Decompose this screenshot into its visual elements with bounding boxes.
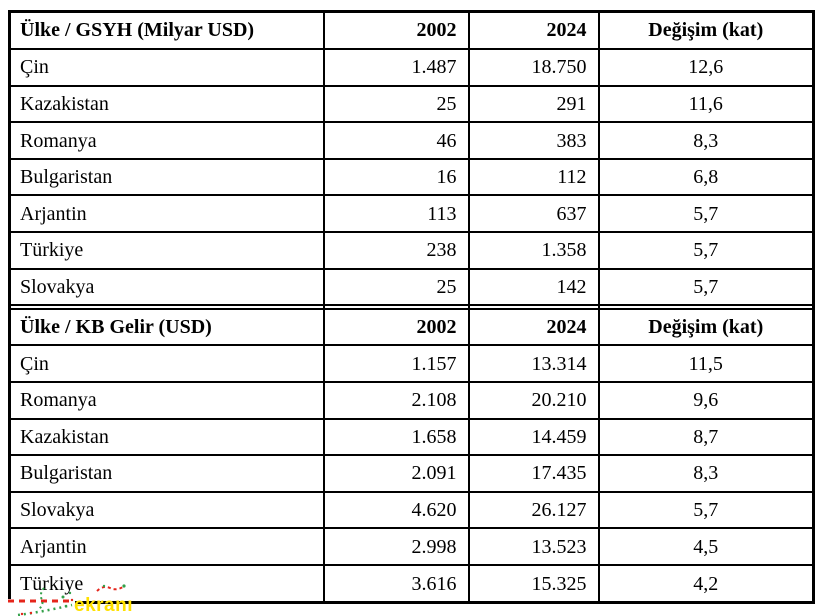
table-row: Romanya 46 383 8,3	[8, 121, 815, 160]
scribble-marks-icon	[8, 584, 126, 616]
table-cell: 5,7	[597, 490, 815, 530]
table-cell: 238	[322, 231, 470, 270]
table-cell: 1.487	[322, 47, 470, 87]
table-cell: 13.523	[467, 527, 600, 567]
table-cell	[467, 304, 600, 310]
column-header: 2024	[467, 307, 600, 347]
table-cell: 11,6	[597, 84, 815, 124]
header-row: Ülke / KB Gelir (USD) 2002 2024 Değişim (ka…	[8, 307, 815, 347]
table-row: Slovakya 25 142 5,7	[8, 267, 815, 307]
table-cell: 291	[467, 84, 600, 124]
table-cell	[597, 304, 815, 310]
table-cell: Arjantin	[8, 527, 325, 567]
table-cell: 8,3	[597, 454, 815, 493]
table-cell: 2.091	[322, 454, 470, 493]
table-cell: 17.435	[467, 454, 600, 493]
table-body: Ülke / GSYH (Milyar USD) 2002 2024 Değişim …	[8, 10, 815, 604]
table-cell: Kazakistan	[8, 417, 325, 457]
table-cell: 4,5	[597, 527, 815, 567]
table-cell: Bulgaristan	[8, 157, 325, 197]
table-cell: 1.358	[467, 231, 600, 270]
table-cell: 4,2	[597, 564, 815, 604]
watermark-text: ekranı	[74, 595, 133, 616]
table-cell: 3.616	[322, 564, 470, 604]
table-cell: 12,6	[597, 47, 815, 87]
table-row: Arjantin 2.998 13.523 4,5	[8, 527, 815, 567]
table-cell: Çin	[8, 47, 325, 87]
table-cell: Çin	[8, 344, 325, 383]
column-header: 2002	[322, 10, 470, 50]
table-cell: Bulgaristan	[8, 454, 325, 493]
table-cell: 13.314	[467, 344, 600, 383]
table-cell: 5,7	[597, 231, 815, 270]
table-cell: 5,7	[597, 194, 815, 234]
header-row: Ülke / GSYH (Milyar USD) 2002 2024 Değişim …	[8, 10, 815, 50]
table-cell: 20.210	[467, 380, 600, 420]
table-row: Kazakistan 25 291 11,6	[8, 84, 815, 124]
table-cell: Slovakya	[8, 267, 325, 307]
table-cell: Türkiye	[8, 231, 325, 270]
table-cell: 112	[467, 157, 600, 197]
table-cell: 1.658	[322, 417, 470, 457]
table-cell: 14.459	[467, 417, 600, 457]
table-cell: Kazakistan	[8, 84, 325, 124]
table-cell: 8,7	[597, 417, 815, 457]
table-cell: 383	[467, 121, 600, 160]
table-cell: 2.998	[322, 527, 470, 567]
table-cell: 142	[467, 267, 600, 307]
table-cell: 25	[322, 267, 470, 307]
column-header: Değişim (kat)	[597, 10, 815, 50]
column-header: Ülke / KB Gelir (USD)	[8, 307, 325, 347]
table-row: Romanya 2.108 20.210 9,6	[8, 380, 815, 420]
table-row: Arjantin 113 637 5,7	[8, 194, 815, 234]
table-cell: 6,8	[597, 157, 815, 197]
table-cell: 5,7	[597, 267, 815, 307]
table-cell: 9,6	[597, 380, 815, 420]
table-row: Bulgaristan 16 112 6,8	[8, 157, 815, 197]
column-header: Değişim (kat)	[597, 307, 815, 347]
table-cell: Slovakya	[8, 490, 325, 530]
table-cell: 46	[322, 121, 470, 160]
table-row: Çin 1.487 18.750 12,6	[8, 47, 815, 87]
table-cell: 18.750	[467, 47, 600, 87]
table-row: Kazakistan 1.658 14.459 8,7	[8, 417, 815, 457]
column-header: Ülke / GSYH (Milyar USD)	[8, 10, 325, 50]
table-cell: 113	[322, 194, 470, 234]
table-cell: 16	[322, 157, 470, 197]
column-header: 2002	[322, 307, 470, 347]
table-cell: 2.108	[322, 380, 470, 420]
country-comparison-table: Ülke / GSYH (Milyar USD) 2002 2024 Değişim …	[8, 10, 815, 604]
table-row: Bulgaristan 2.091 17.435 8,3	[8, 454, 815, 493]
border-gap-patch	[4, 599, 75, 607]
table-cell: 4.620	[322, 490, 470, 530]
table-cell: Türkiye	[8, 564, 325, 604]
table-cell	[322, 304, 470, 310]
table-cell: 11,5	[597, 344, 815, 383]
table-cell: 8,3	[597, 121, 815, 160]
table-cell: 26.127	[467, 490, 600, 530]
table-cell: Arjantin	[8, 194, 325, 234]
table-row: Türkiye 3.616 15.325 4,2	[8, 564, 815, 604]
table-cell	[8, 304, 325, 310]
table-cell: 15.325	[467, 564, 600, 604]
table-row: Çin 1.157 13.314 11,5	[8, 344, 815, 383]
table-cell: 1.157	[322, 344, 470, 383]
table-cell: 637	[467, 194, 600, 234]
table-row: Türkiye 238 1.358 5,7	[8, 231, 815, 270]
table-row: Slovakya 4.620 26.127 5,7	[8, 490, 815, 530]
table-cell: 25	[322, 84, 470, 124]
table-cell: Romanya	[8, 121, 325, 160]
column-header: 2024	[467, 10, 600, 50]
spacer-row	[8, 304, 815, 310]
table-cell: Romanya	[8, 380, 325, 420]
